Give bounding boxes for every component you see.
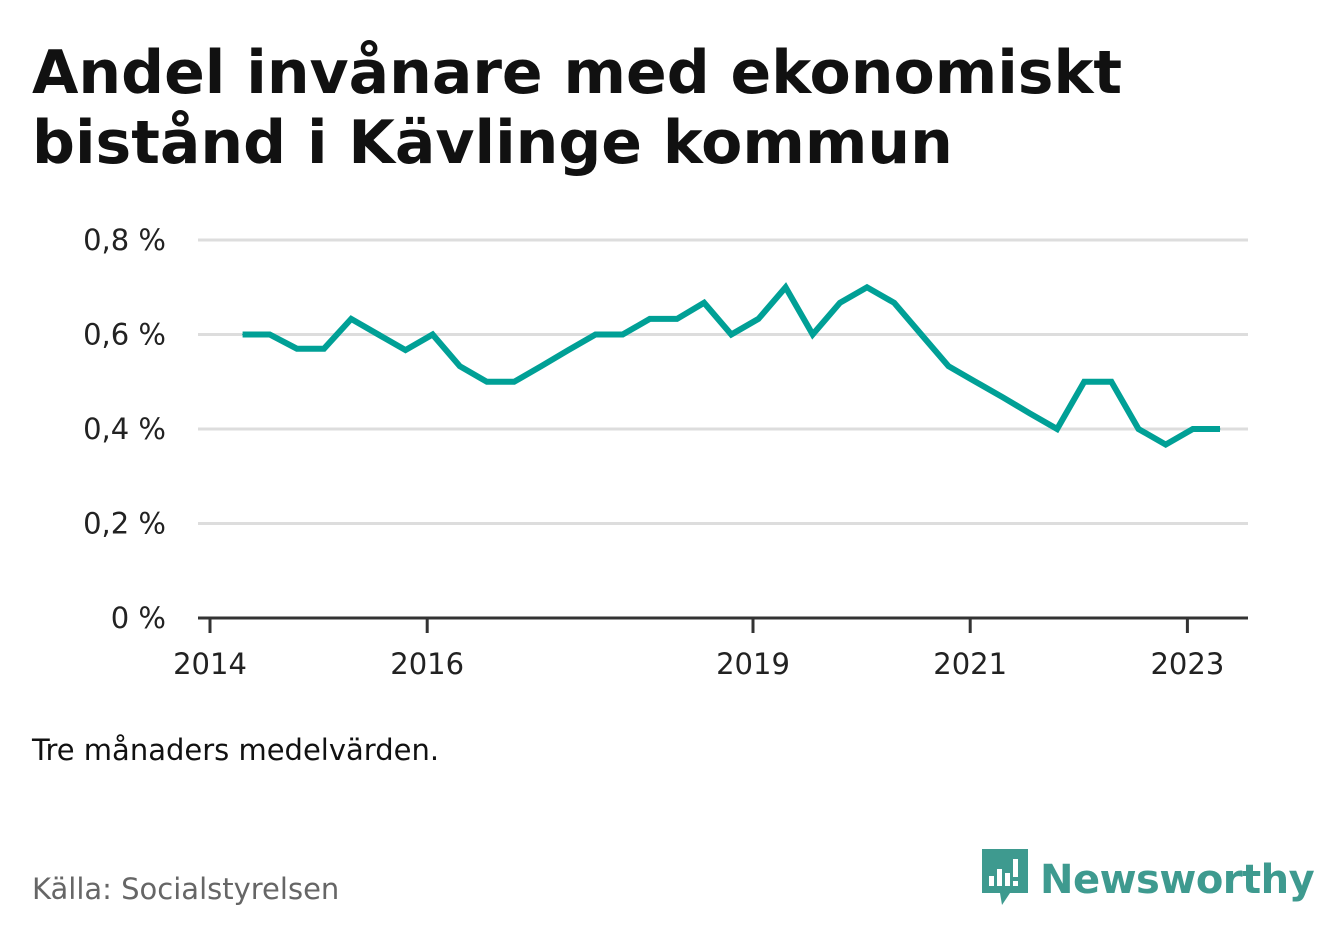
x-tick-label: 2016 [390, 647, 464, 681]
data-point [1083, 381, 1085, 383]
data-point [1138, 428, 1140, 430]
data-point [866, 286, 868, 288]
data-point [703, 302, 705, 304]
data-point [432, 334, 434, 335]
x-tick-label: 2014 [173, 647, 247, 681]
data-point [404, 349, 406, 351]
data-point [1056, 428, 1058, 430]
y-tick-label: 0,8 % [83, 223, 166, 257]
data-point [350, 318, 352, 320]
data-point [1002, 396, 1004, 398]
data-point [540, 365, 542, 367]
source-label: Källa: Socialstyrelsen [32, 872, 340, 906]
series-layer [242, 282, 1221, 449]
data-point [649, 318, 651, 320]
data-point [1219, 428, 1221, 430]
data-point [785, 286, 787, 288]
data-point [893, 302, 895, 304]
x-tick-label: 2023 [1150, 647, 1224, 681]
gridlines [198, 238, 1248, 525]
y-tick-label: 0,2 % [83, 507, 166, 541]
data-point [486, 381, 488, 383]
y-tick-label: 0 % [111, 601, 166, 635]
chart-note: Tre månaders medelvärden. [32, 733, 440, 767]
data-point [459, 365, 461, 367]
bar-chart-speech-bubble-icon [980, 847, 1030, 913]
data-point [676, 318, 678, 320]
data-point [567, 349, 569, 351]
data-point [757, 318, 759, 320]
tick-labels: 0 % 0,2 % 0,4 % 0,6 % 0,8 % 2014 2016 2019 2021 2… [83, 223, 1224, 681]
axes [198, 616, 1248, 633]
data-point [1110, 381, 1112, 383]
data-point [947, 365, 949, 367]
y-tick-label: 0,4 % [83, 412, 166, 446]
line-chart: 0 % 0,2 % 0,4 % 0,6 % 0,8 % 2014 2016 2019 2021 2… [83, 223, 1248, 681]
data-point [812, 334, 814, 335]
x-tick-label: 2019 [716, 647, 790, 681]
chart-title: Andel invånare med ekonomiskt bistånd i … [32, 38, 1123, 178]
data-point [296, 348, 298, 350]
data-point [920, 334, 922, 335]
data-point [975, 381, 977, 383]
data-point [323, 348, 325, 350]
x-tick-label: 2021 [933, 647, 1007, 681]
y-tick-label: 0,6 % [83, 318, 166, 352]
data-point [1029, 412, 1031, 414]
data-point [377, 334, 379, 335]
data-point [839, 302, 841, 304]
data-point [513, 381, 515, 383]
series-line [242, 282, 1220, 449]
data-point [1192, 428, 1194, 430]
data-point [1165, 444, 1167, 446]
data-point [242, 334, 244, 335]
newsworthy-logo[interactable]: Newsworthy [980, 847, 1315, 913]
data-point [595, 334, 597, 335]
brand-name: Newsworthy [1040, 857, 1315, 903]
data-point [730, 334, 732, 335]
data-point [269, 334, 271, 335]
data-point [622, 334, 624, 335]
